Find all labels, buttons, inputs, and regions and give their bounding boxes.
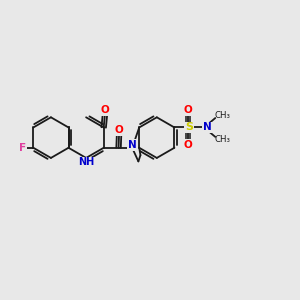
Text: F: F (19, 143, 26, 153)
Text: CH₃: CH₃ (215, 111, 231, 120)
Text: NH: NH (78, 158, 94, 167)
Text: CH₃: CH₃ (215, 135, 231, 144)
Text: S: S (185, 122, 193, 133)
Text: N: N (203, 122, 212, 133)
Text: O: O (184, 140, 192, 150)
Text: O: O (100, 105, 109, 115)
Text: O: O (184, 105, 192, 115)
Text: N: N (128, 140, 136, 150)
Text: O: O (115, 125, 123, 135)
